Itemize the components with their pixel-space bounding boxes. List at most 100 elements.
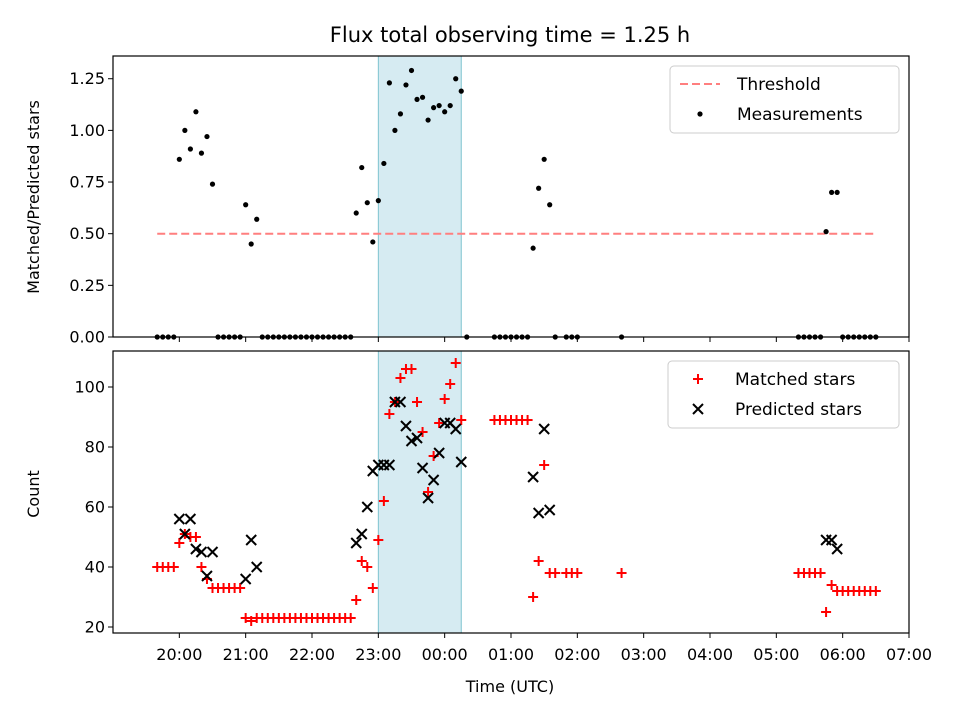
measurement-point [359, 164, 365, 171]
measurement-point [187, 146, 193, 152]
measurement-point [375, 198, 381, 204]
measurement-point [254, 216, 260, 222]
x-tick-label: 20:00 [156, 645, 202, 664]
top-y-axis-label: Matched/Predicted stars [24, 100, 43, 294]
predicted-star-marker [173, 513, 186, 525]
measurement-point [547, 202, 553, 208]
matched-star-marker [616, 568, 627, 578]
measurement-point [198, 150, 205, 156]
top-panel: 0.00 0.25 0.50 0.75 1.00 1.25 Threshold Measure… [69, 55, 910, 347]
x-tick-label: 07:00 [886, 645, 932, 664]
predicted-star-marker [820, 534, 832, 546]
matched-star-marker [240, 613, 251, 623]
matched-star-marker [412, 397, 423, 407]
measurement-point [403, 82, 409, 88]
y-tick-label: 0.75 [69, 173, 105, 192]
matched-star-marker [826, 580, 837, 590]
x-tick-label: 05:00 [753, 645, 799, 664]
y-tick-label: 0.25 [69, 276, 105, 295]
measurement-point [364, 200, 370, 206]
legend-label: Threshold [736, 75, 821, 95]
matched-star-marker [450, 358, 461, 368]
matched-star-marker [367, 583, 378, 593]
predicted-star-marker [190, 543, 202, 555]
predicted-star-marker [361, 501, 373, 513]
chart-title: Flux total observing time = 1.25 h [330, 23, 690, 47]
legend-label: Predicted stars [735, 400, 862, 420]
titles: Flux total observing time = 1.25 h Time … [24, 23, 690, 696]
predicted-star-marker [350, 537, 362, 549]
matched-star-marker [373, 535, 384, 545]
matched-star-marker [445, 379, 456, 389]
measurement-point [453, 76, 459, 82]
measurement-point [397, 111, 404, 117]
measurement-point [209, 181, 216, 187]
predicted-star-marker [195, 546, 208, 558]
predicted-star-marker [383, 459, 396, 471]
predicted-star-marker [831, 543, 843, 555]
matched-star-marker [406, 364, 417, 374]
matched-star-marker [439, 394, 450, 404]
matched-star-marker [235, 583, 246, 593]
matched-star-marker [345, 613, 356, 623]
measurement-point [442, 109, 448, 115]
matched-star-marker [522, 415, 533, 425]
matched-star-marker [417, 427, 428, 437]
measurement-point [536, 185, 542, 191]
y-tick-label: 20 [85, 618, 105, 637]
matched-star-marker [196, 562, 207, 572]
predicted-star-marker [455, 456, 467, 468]
matched-star-marker [870, 586, 881, 596]
measurement-point [176, 156, 182, 162]
matched-star-marker [423, 487, 434, 497]
predicted-star-marker [450, 423, 462, 435]
matched-star-marker [190, 532, 201, 542]
measurement-point [248, 241, 254, 247]
matched-star-marker [351, 595, 362, 605]
measurement-point [431, 105, 437, 111]
legend-label: Measurements [737, 105, 863, 125]
predicted-star-marker [201, 570, 213, 582]
predicted-star-marker [400, 420, 412, 432]
matched-star-marker [528, 592, 539, 602]
x-tick-label: 22:00 [289, 645, 335, 664]
measurement-point [447, 102, 453, 109]
legend-box [667, 360, 900, 429]
measurement-point [541, 156, 547, 162]
predicted-star-marker [394, 396, 407, 408]
predicted-star-marker [239, 573, 252, 585]
x-tick-label: 03:00 [621, 645, 667, 664]
matched-star-marker [815, 568, 826, 578]
observing-span-shade [377, 350, 462, 634]
legend-predicted-swatch [692, 403, 704, 415]
predicted-star-marker [825, 534, 838, 546]
predicted-star-marker [538, 423, 550, 435]
matched-star-marker [384, 409, 395, 419]
matched-star-marker [539, 460, 550, 470]
axes-frame [112, 350, 910, 634]
y-tick-label: 1.00 [69, 121, 105, 140]
measurement-point [381, 160, 387, 167]
measurement-point [408, 67, 415, 74]
legend-measurement-swatch [697, 111, 703, 117]
matched-star-marker [821, 607, 832, 617]
measurement-point [834, 189, 840, 195]
axes-frame [112, 55, 910, 338]
predicted-star-marker [356, 528, 368, 540]
x-axis-label: Time (UTC) [465, 677, 554, 696]
measurement-point [204, 133, 210, 140]
predicted-star-marker [405, 435, 418, 447]
y-tick-label: 40 [85, 558, 105, 577]
predicted-star-marker [206, 546, 219, 558]
predicted-star-marker [422, 492, 434, 504]
measurement-point [436, 102, 442, 109]
matched-star-marker [434, 418, 445, 428]
matched-star-marker [550, 568, 561, 578]
matched-star-marker [533, 556, 544, 566]
predicted-star-marker [179, 528, 191, 540]
predicted-star-marker [184, 513, 197, 525]
measurement-point [458, 88, 464, 94]
x-tick-label: 01:00 [488, 645, 534, 664]
predicted-star-marker [433, 447, 445, 459]
